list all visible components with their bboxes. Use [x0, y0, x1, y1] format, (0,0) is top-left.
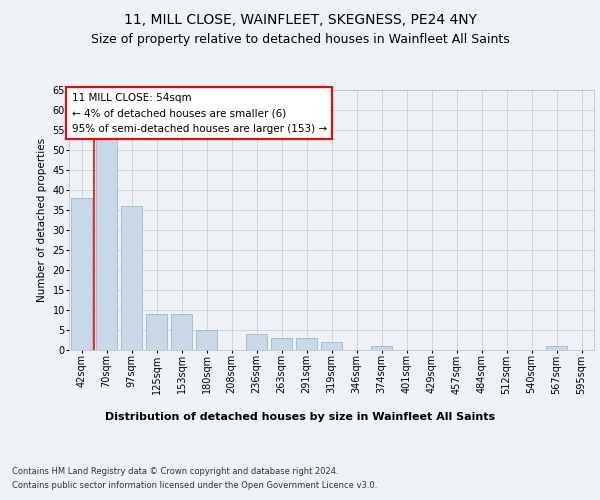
Text: 11, MILL CLOSE, WAINFLEET, SKEGNESS, PE24 4NY: 11, MILL CLOSE, WAINFLEET, SKEGNESS, PE2… [124, 12, 476, 26]
Bar [246, 334, 267, 350]
Text: 11 MILL CLOSE: 54sqm
← 4% of detached houses are smaller (6)
95% of semi-detache: 11 MILL CLOSE: 54sqm ← 4% of detached ho… [71, 92, 327, 134]
Bar [146, 314, 167, 350]
Text: Size of property relative to detached houses in Wainfleet All Saints: Size of property relative to detached ho… [91, 32, 509, 46]
Bar [296, 338, 317, 350]
Bar [371, 346, 392, 350]
Text: Contains HM Land Registry data © Crown copyright and database right 2024.: Contains HM Land Registry data © Crown c… [12, 468, 338, 476]
Y-axis label: Number of detached properties: Number of detached properties [37, 138, 47, 302]
Bar [321, 342, 342, 350]
Bar [71, 198, 92, 350]
Bar [271, 338, 292, 350]
Bar [121, 206, 142, 350]
Text: Contains public sector information licensed under the Open Government Licence v3: Contains public sector information licen… [12, 481, 377, 490]
Bar [96, 134, 117, 350]
Bar [171, 314, 192, 350]
Bar [196, 330, 217, 350]
Bar [546, 346, 567, 350]
Text: Distribution of detached houses by size in Wainfleet All Saints: Distribution of detached houses by size … [105, 412, 495, 422]
